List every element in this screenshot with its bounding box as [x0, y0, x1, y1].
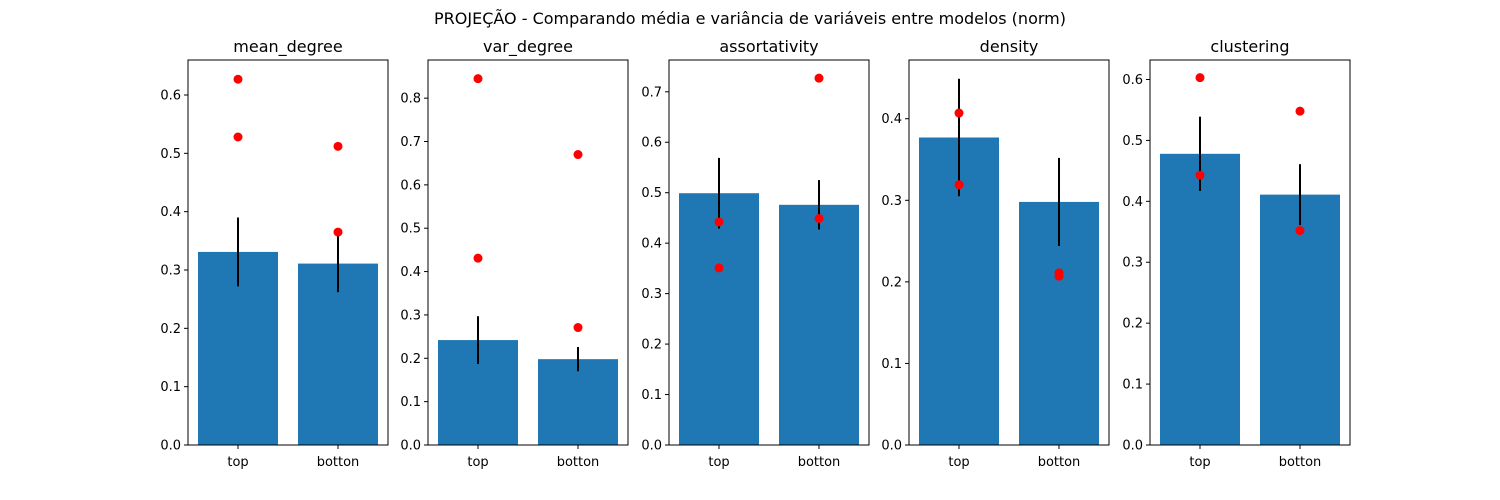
panel-title: mean_degree	[233, 37, 342, 57]
point-top	[954, 180, 964, 190]
y-tick-label: 0.4	[641, 237, 662, 252]
y-tick-label: 0.4	[160, 205, 181, 220]
y-tick-label: 0.8	[400, 92, 421, 107]
bar-top	[679, 193, 759, 445]
point-top	[714, 263, 724, 273]
panel-assortativity: assortativity 0.0 0.1 0.2 0.3 0.4 0.5 0.6 0.7 top…	[641, 37, 870, 470]
y-tick-label: 0.0	[160, 439, 181, 454]
axes-frame	[427, 59, 629, 446]
y-tick-label: 0.7	[400, 135, 421, 150]
point-botton	[1054, 271, 1064, 281]
point-botton	[814, 213, 824, 223]
panel-title: clustering	[1210, 37, 1289, 56]
x-tick-label-top: top	[708, 455, 729, 470]
y-tick-label: 0.4	[881, 112, 902, 127]
x-tick-label-top: top	[948, 455, 969, 470]
x-tick-label-botton: botton	[1038, 455, 1081, 470]
y-tick-label: 0.1	[400, 395, 421, 410]
y-tick-label: 0.3	[881, 194, 902, 209]
y-tick-label: 0.5	[160, 147, 181, 162]
panel-clustering: clustering 0.0 0.1 0.2 0.3 0.4 0.5 0.6 top botton	[1122, 37, 1351, 470]
panel-title: var_degree	[483, 37, 573, 57]
y-tick-label: 0.0	[881, 439, 902, 454]
y-tick-label: 0.6	[400, 178, 421, 193]
point-top	[714, 217, 724, 227]
y-tick-label: 0.5	[1122, 134, 1143, 149]
x-tick-label-botton: botton	[798, 455, 841, 470]
bar-botton	[1260, 194, 1340, 445]
point-top	[233, 132, 243, 142]
y-tick-label: 0.4	[1122, 195, 1143, 210]
point-top	[233, 74, 243, 84]
point-botton	[573, 323, 583, 333]
y-tick-label: 0.3	[641, 287, 662, 302]
y-tick-label: 0.4	[400, 265, 421, 280]
y-tick-label: 0.2	[641, 338, 662, 353]
panel-title: density	[980, 37, 1039, 56]
x-tick-label-botton: botton	[1279, 455, 1322, 470]
y-tick-label: 0.6	[641, 136, 662, 151]
y-tick-label: 0.2	[1122, 317, 1143, 332]
y-tick-label: 0.1	[160, 380, 181, 395]
y-tick-label: 0.1	[881, 357, 902, 372]
bar-botton	[538, 359, 618, 445]
y-tick-label: 0.7	[641, 85, 662, 100]
y-tick-label: 0.3	[400, 308, 421, 323]
point-top	[1195, 170, 1205, 180]
x-tick-label-top: top	[227, 455, 248, 470]
y-tick-label: 0.1	[1122, 378, 1143, 393]
y-tick-label: 0.1	[641, 388, 662, 403]
bar-botton	[779, 204, 859, 445]
axes-frame	[668, 59, 870, 446]
point-top	[473, 253, 483, 263]
y-tick-label: 0.5	[400, 222, 421, 237]
y-tick-label: 0.6	[1122, 73, 1143, 88]
x-tick-label-top: top	[467, 455, 488, 470]
axes-frame	[1149, 59, 1351, 446]
axes-frame	[187, 59, 389, 446]
x-tick-label-botton: botton	[557, 455, 600, 470]
bar-top	[1160, 153, 1240, 445]
panel-mean_degree: mean_degree 0.0 0.1 0.2 0.3 0.4 0.5 0.6 top botto…	[160, 37, 389, 470]
panel-title: assortativity	[719, 37, 818, 56]
point-top	[1195, 73, 1205, 83]
y-tick-label: 0.0	[400, 439, 421, 454]
y-tick-label: 0.0	[641, 439, 662, 454]
point-top	[473, 74, 483, 84]
point-botton	[333, 227, 343, 237]
figure-suptitle: PROJEÇÃO - Comparando média e variância …	[434, 9, 1066, 28]
y-tick-label: 0.2	[400, 352, 421, 367]
point-top	[954, 108, 964, 118]
panel-density: density 0.0 0.1 0.2 0.3 0.4 top botton	[881, 37, 1110, 470]
y-tick-label: 0.5	[641, 186, 662, 201]
bar-botton	[298, 263, 378, 445]
y-tick-label: 0.2	[881, 275, 902, 290]
y-tick-label: 0.0	[1122, 439, 1143, 454]
y-tick-label: 0.2	[160, 322, 181, 337]
panel-var_degree: var_degree 0.0 0.1 0.2 0.3 0.4 0.5 0.6 0.7 0.8 top…	[400, 37, 629, 470]
point-botton	[1295, 226, 1305, 236]
y-tick-label: 0.3	[1122, 256, 1143, 271]
x-tick-label-top: top	[1189, 455, 1210, 470]
point-botton	[814, 73, 824, 83]
point-botton	[1295, 106, 1305, 116]
y-tick-label: 0.6	[160, 89, 181, 104]
axes-frame	[908, 59, 1110, 446]
x-tick-label-botton: botton	[317, 455, 360, 470]
y-tick-label: 0.3	[160, 264, 181, 279]
point-botton	[573, 150, 583, 160]
point-botton	[333, 141, 343, 151]
